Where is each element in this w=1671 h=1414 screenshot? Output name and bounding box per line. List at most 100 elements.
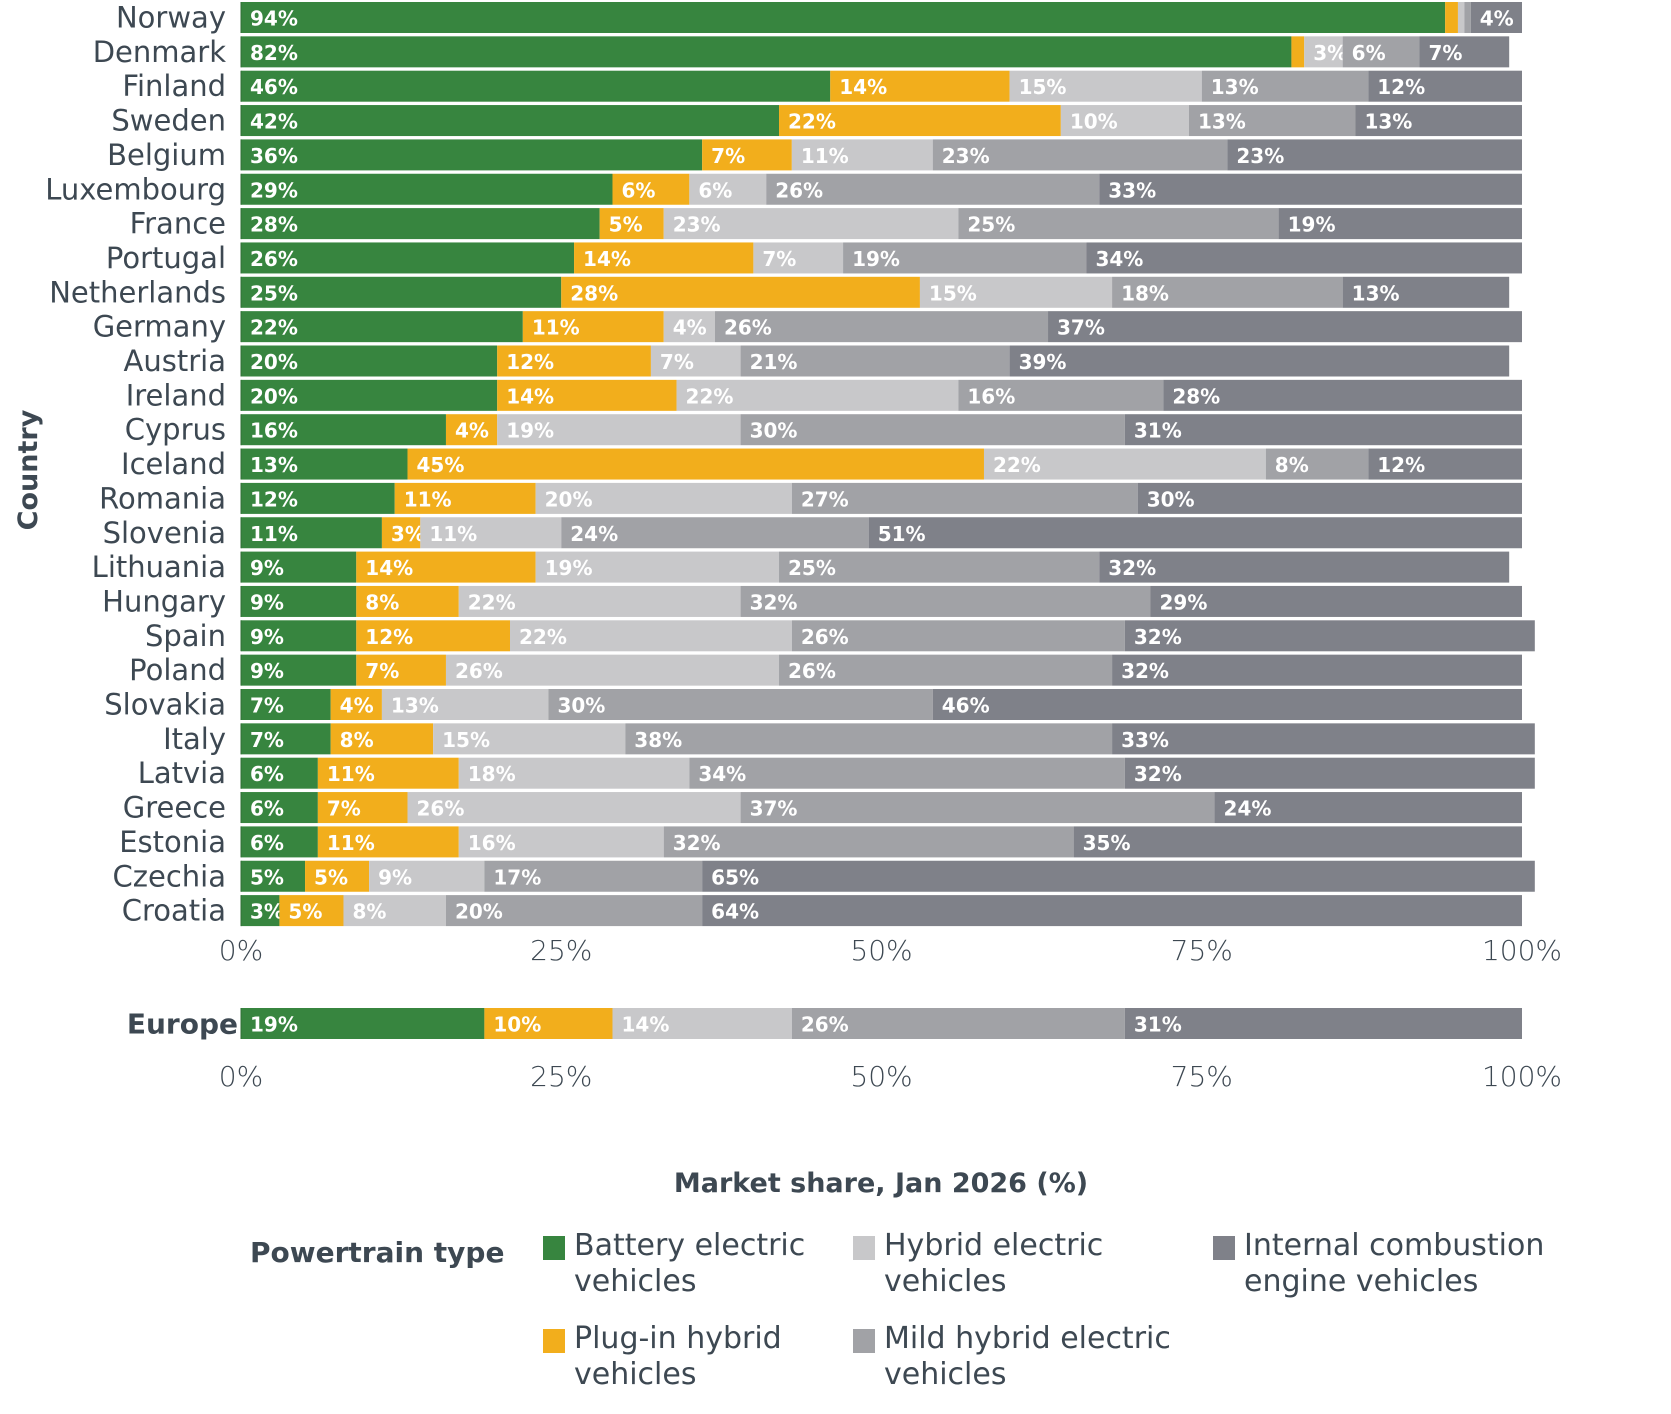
data-label-ice: 32% [1121, 659, 1169, 683]
bar-segment-mhev [843, 242, 1087, 274]
country-label: Netherlands [49, 275, 226, 309]
data-label-phev: 11% [327, 762, 375, 786]
legend-swatch-bev [543, 1236, 565, 1260]
data-label-bev: 7% [250, 694, 284, 718]
bar-segment-hev [650, 345, 741, 377]
data-label-phev: 22% [788, 110, 836, 134]
bar-segment-ice [1073, 826, 1522, 858]
y-axis-title: Country [13, 409, 44, 530]
country-row: Denmark 82% 3% 6% 7% [93, 35, 1510, 69]
bar-segment-hev [663, 208, 959, 240]
bar-segment-ice [868, 517, 1522, 549]
data-label-bev: 6% [250, 831, 284, 855]
data-label-hev: 22% [519, 625, 567, 649]
legend-item-ice: Internal combustion engine vehicles [1213, 1228, 1544, 1300]
bar-segment-bev [241, 620, 357, 652]
data-label-ice: 31% [1134, 419, 1182, 443]
legend-title: Powertrain type [250, 1236, 505, 1269]
bar-segment-ice [1368, 448, 1522, 480]
legend-label: Plug-in hybrid [574, 1321, 782, 1356]
data-label-hev: 15% [442, 728, 490, 752]
data-label-bev: 25% [250, 281, 298, 305]
bar-segment-hev [420, 517, 562, 549]
bar-segment-bev [241, 345, 498, 377]
bar-segment-phev [561, 276, 920, 308]
data-label-phev: 7% [711, 144, 745, 168]
data-label-ice: 32% [1134, 762, 1182, 786]
country-label: Portugal [106, 241, 226, 275]
bar-segment-ice [702, 860, 1535, 892]
country-label: Estonia [119, 825, 226, 859]
bar-segment-bev [241, 105, 780, 137]
country-row: Czechia 5% 5% 9% 17% 65% [113, 859, 1535, 893]
data-label-hev: 22% [686, 384, 734, 408]
data-label-hev: 18% [468, 762, 516, 786]
bar-segment-hev [983, 448, 1266, 480]
country-row: Spain 9% 12% 22% 26% 32% [145, 619, 1535, 653]
country-row: Portugal 26% 14% 7% 19% 34% [106, 241, 1522, 275]
data-label-bev: 12% [250, 487, 298, 511]
bar-segment-ice [1342, 276, 1510, 308]
data-label-ice: 35% [1083, 831, 1131, 855]
country-label: Finland [122, 69, 226, 103]
data-label-hev: 7% [762, 247, 796, 271]
country-label: Hungary [102, 584, 226, 618]
x-tick-label: 50% [850, 1060, 912, 1093]
bar-segment-mhev [932, 139, 1228, 171]
bar-segment-phev [1445, 2, 1458, 33]
data-label-mhev: 30% [557, 694, 605, 718]
data-label-mhev: 6% [1352, 41, 1386, 65]
data-label-ice: 30% [1147, 487, 1195, 511]
data-label-mhev: 38% [634, 728, 682, 752]
country-label: Cyprus [125, 413, 226, 447]
country-row: Ireland 20% 14% 22% 16% 28% [126, 378, 1522, 412]
bar-segment-mhev [625, 723, 1113, 755]
bar-segment-phev [497, 345, 651, 377]
data-label-ice: 33% [1121, 728, 1169, 752]
country-row: Netherlands 25% 28% 15% 18% 13% [49, 275, 1510, 309]
bar-segment-hev [1304, 36, 1343, 68]
data-label-hev: 3% [1313, 41, 1347, 65]
data-label-ice: 64% [711, 900, 759, 924]
data-label-mhev: 17% [493, 865, 541, 889]
bar-segment-mhev [548, 689, 933, 720]
europe-row: Europe 19% 10% 14% 26% 31% [127, 1008, 1522, 1041]
data-label-phev: 12% [506, 350, 554, 374]
country-row: Luxembourg 29% 6% 6% 26% 33% [45, 172, 1522, 206]
data-label-ice: 12% [1377, 75, 1425, 99]
data-label-bev: 20% [250, 384, 298, 408]
x-axis-europe: 0% 25% 50% 75% 100% [219, 1060, 1562, 1093]
country-row: Slovenia 11% 3% 11% 24% 51% [103, 516, 1522, 550]
country-row: Lithuania 9% 14% 19% 25% 32% [92, 550, 1510, 584]
country-row: Poland 9% 7% 26% 26% 32% [129, 653, 1522, 687]
bar-segment-phev [330, 689, 382, 720]
country-row: Cyprus 16% 4% 19% 30% 31% [125, 413, 1522, 447]
bar-segment-phev [1291, 36, 1305, 68]
country-label: Slovenia [103, 516, 226, 550]
data-label-phev: 8% [365, 590, 399, 614]
legend-label-line2: vehicles [574, 1264, 697, 1299]
bar-segment-ice [1124, 414, 1522, 446]
data-label-ice: 4% [1480, 7, 1514, 31]
x-tick-label: 0% [219, 934, 263, 967]
x-tick-label: 75% [1171, 934, 1233, 967]
bar-segment-hev [458, 757, 690, 789]
x-tick-label: 25% [530, 1060, 592, 1093]
legend-item-phev: Plug-in hybrid vehicles [543, 1321, 782, 1393]
data-label-mhev: 32% [750, 590, 798, 614]
data-label-bev: 13% [250, 453, 298, 477]
bar-segment-ice [1470, 2, 1522, 33]
bar-segment-bev [241, 517, 382, 549]
data-label-mhev: 25% [967, 213, 1015, 237]
data-label-hev: 15% [1019, 75, 1067, 99]
legend-swatch-mhev [853, 1329, 875, 1353]
bar-segment-bev [241, 585, 357, 617]
data-label-mhev: 13% [1211, 75, 1259, 99]
bar-segment-bev [241, 551, 357, 583]
bar-segment-ice [1112, 723, 1535, 755]
bar-segment-ice [932, 689, 1522, 720]
data-label-mhev: 19% [852, 247, 900, 271]
bar-segment-mhev [1112, 276, 1343, 308]
country-label: Croatia [122, 894, 226, 928]
data-label-hev: 6% [698, 178, 732, 202]
